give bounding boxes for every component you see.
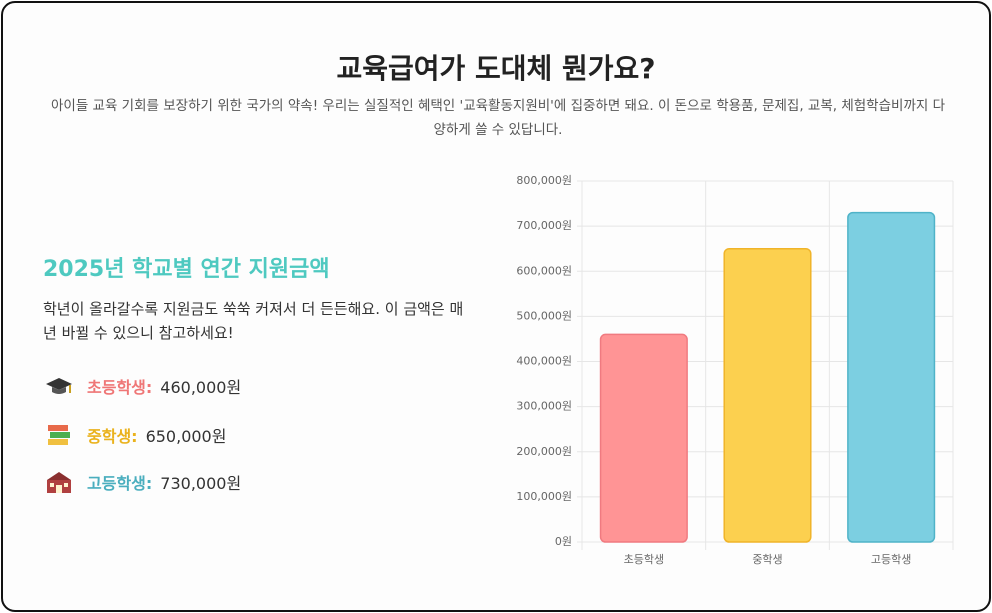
item-amount: 650,000원 bbox=[145, 427, 227, 446]
x-tick-label: 중학생 bbox=[752, 553, 782, 566]
y-tick-label: 500,000원 bbox=[516, 309, 572, 322]
list-item: 고등학생: 730,000원 bbox=[45, 467, 241, 497]
x-tick-label: 고등학생 bbox=[871, 553, 911, 566]
bar bbox=[599, 333, 688, 543]
item-label: 초등학생: bbox=[87, 378, 153, 397]
item-amount: 730,000원 bbox=[160, 474, 242, 493]
chart: 0원 100,000원 200,000원 300,000원 400,000원 500,00… bbox=[516, 174, 954, 566]
bar bbox=[847, 211, 936, 543]
list-item: 초등학생: 460,000원 bbox=[45, 371, 241, 401]
subtitle: 아이들 교육 기회를 보장하기 위한 국가의 약속! 우리는 실질적인 혜택인 … bbox=[51, 98, 945, 138]
y-tick-label: 300,000원 bbox=[516, 400, 572, 413]
y-tick-label: 700,000원 bbox=[516, 219, 572, 232]
icon bbox=[47, 472, 71, 493]
icon bbox=[46, 378, 72, 394]
x-tick-label: 초등학생 bbox=[624, 553, 664, 566]
y-tick-label: 800,000원 bbox=[516, 174, 572, 187]
y-tick-label: 600,000원 bbox=[516, 264, 572, 277]
list-item: 중학생: 650,000원 bbox=[45, 420, 226, 450]
bar bbox=[723, 247, 812, 543]
item-label: 고등학생: bbox=[87, 474, 153, 493]
y-tick-label: 400,000원 bbox=[516, 355, 572, 368]
y-tick-label: 100,000원 bbox=[516, 490, 572, 503]
icon bbox=[48, 425, 70, 445]
y-tick-label: 200,000원 bbox=[516, 445, 572, 458]
title: 교육급여가 도대체 뭔가요? bbox=[336, 52, 656, 85]
y-tick-label: 0원 bbox=[555, 535, 572, 548]
section-heading: 2025년 학교별 연간 지원금액 bbox=[43, 257, 330, 282]
item-amount: 460,000원 bbox=[160, 378, 242, 397]
item-label: 중학생: bbox=[87, 427, 138, 446]
section-text: 학년이 올라갈수록 지원금도 쑥쑥 커져서 더 든든해요. 이 금액은 매년 바… bbox=[43, 300, 464, 342]
